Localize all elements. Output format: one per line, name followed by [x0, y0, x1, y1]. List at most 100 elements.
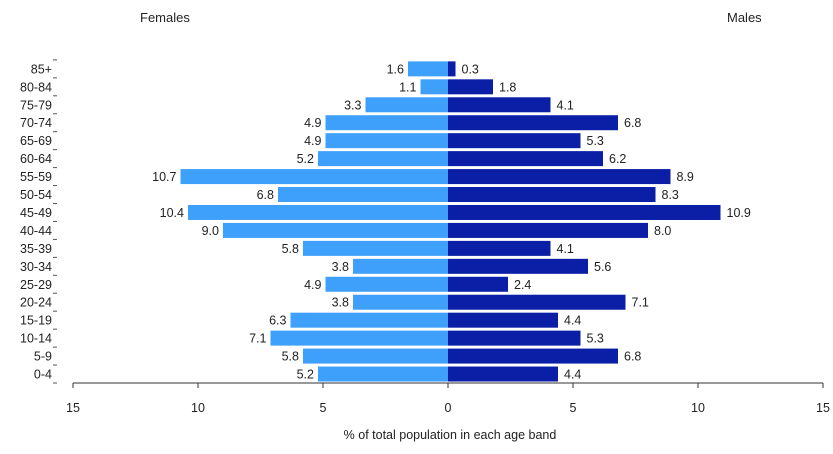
- age-band-label: 35-39: [20, 242, 52, 256]
- x-tick-label: 10: [691, 401, 705, 415]
- female-bar-75-79: [365, 97, 448, 113]
- male-value-label: 5.3: [587, 134, 604, 148]
- female-value-label: 4.9: [304, 116, 321, 130]
- age-band-label: 45-49: [20, 206, 52, 220]
- female-value-label: 10.4: [160, 206, 184, 220]
- male-value-label: 8.0: [654, 224, 671, 238]
- x-tick-label: 5: [570, 401, 577, 415]
- female-value-label: 3.8: [332, 296, 349, 310]
- female-bar-15-19: [290, 312, 448, 328]
- male-bar-15-19: [448, 312, 558, 328]
- male-value-label: 6.2: [609, 152, 626, 166]
- male-bar-60-64: [448, 151, 603, 167]
- age-band-label: 60-64: [20, 152, 52, 166]
- male-bar-45-49: [448, 204, 721, 220]
- age-band-label: 65-69: [20, 134, 52, 148]
- age-band-label: 20-24: [20, 296, 52, 310]
- male-bar-40-44: [448, 222, 648, 238]
- female-bar-60-64: [318, 151, 448, 167]
- female-bar-40-44: [223, 222, 448, 238]
- male-bar-65-69: [448, 133, 581, 149]
- female-bar-85+: [408, 61, 448, 77]
- male-bar-30-34: [448, 258, 588, 274]
- age-band-label: 75-79: [20, 98, 52, 112]
- female-bar-70-74: [325, 115, 448, 131]
- male-bar-0-4: [448, 366, 558, 382]
- male-value-label: 7.1: [632, 296, 649, 310]
- females-label: Females: [140, 10, 190, 25]
- male-value-label: 4.4: [564, 368, 581, 382]
- female-bar-10-14: [270, 330, 448, 346]
- x-tick-label: 5: [320, 401, 327, 415]
- male-value-label: 5.6: [594, 260, 611, 274]
- female-value-label: 1.1: [399, 80, 416, 94]
- male-value-label: 0.3: [462, 62, 479, 76]
- female-value-label: 1.6: [387, 62, 404, 76]
- male-value-label: 8.3: [662, 188, 679, 202]
- female-bar-80-84: [420, 79, 448, 95]
- female-value-label: 5.2: [297, 152, 314, 166]
- age-band-label: 80-84: [20, 80, 52, 94]
- x-tick-label: 15: [66, 401, 80, 415]
- female-value-label: 5.8: [282, 350, 299, 364]
- male-bar-5-9: [448, 348, 618, 364]
- age-band-label: 15-19: [20, 314, 52, 328]
- female-value-label: 6.8: [257, 188, 274, 202]
- female-bar-30-34: [353, 258, 448, 274]
- age-band-label: 5-9: [34, 350, 52, 364]
- male-bar-35-39: [448, 240, 551, 256]
- age-band-label: 30-34: [20, 260, 52, 274]
- female-bar-35-39: [303, 240, 448, 256]
- male-value-label: 2.4: [514, 278, 531, 292]
- age-band-label: 25-29: [20, 278, 52, 292]
- age-band-label: 85+: [31, 62, 52, 76]
- male-bar-80-84: [448, 79, 493, 95]
- age-band-label: 70-74: [20, 116, 52, 130]
- female-value-label: 9.0: [202, 224, 219, 238]
- male-bar-55-59: [448, 169, 671, 185]
- x-tick-label: 15: [816, 401, 830, 415]
- male-value-label: 6.8: [624, 350, 641, 364]
- age-band-label: 50-54: [20, 188, 52, 202]
- female-value-label: 6.3: [269, 314, 286, 328]
- male-value-label: 4.1: [557, 242, 574, 256]
- male-value-label: 1.8: [499, 80, 516, 94]
- female-value-label: 5.2: [297, 368, 314, 382]
- male-bar-10-14: [448, 330, 581, 346]
- female-bar-65-69: [325, 133, 448, 149]
- female-bar-25-29: [325, 276, 448, 292]
- x-tick-label: 0: [445, 401, 452, 415]
- male-bar-75-79: [448, 97, 551, 113]
- male-bar-50-54: [448, 187, 656, 203]
- female-value-label: 4.9: [304, 278, 321, 292]
- male-value-label: 6.8: [624, 116, 641, 130]
- male-value-label: 10.9: [727, 206, 751, 220]
- female-bar-20-24: [353, 294, 448, 310]
- female-value-label: 10.7: [152, 170, 176, 184]
- male-bar-25-29: [448, 276, 508, 292]
- female-bar-55-59: [180, 169, 448, 185]
- age-band-label: 55-59: [20, 170, 52, 184]
- female-value-label: 3.3: [344, 98, 361, 112]
- male-value-label: 5.3: [587, 332, 604, 346]
- age-band-label: 10-14: [20, 332, 52, 346]
- male-bar-20-24: [448, 294, 626, 310]
- male-bar-70-74: [448, 115, 618, 131]
- male-value-label: 4.4: [564, 314, 581, 328]
- female-bar-50-54: [278, 187, 448, 203]
- male-bar-85+: [448, 61, 456, 77]
- males-label: Males: [727, 10, 762, 25]
- age-band-label: 40-44: [20, 224, 52, 238]
- female-value-label: 5.8: [282, 242, 299, 256]
- female-value-label: 4.9: [304, 134, 321, 148]
- female-value-label: 3.8: [332, 260, 349, 274]
- female-value-label: 7.1: [249, 332, 266, 346]
- age-band-label: 0-4: [34, 368, 52, 382]
- x-axis-label: % of total population in each age band: [343, 428, 557, 442]
- male-value-label: 4.1: [557, 98, 574, 112]
- x-tick-label: 10: [191, 401, 205, 415]
- female-bar-0-4: [318, 366, 448, 382]
- female-bar-45-49: [188, 204, 448, 220]
- female-bar-5-9: [303, 348, 448, 364]
